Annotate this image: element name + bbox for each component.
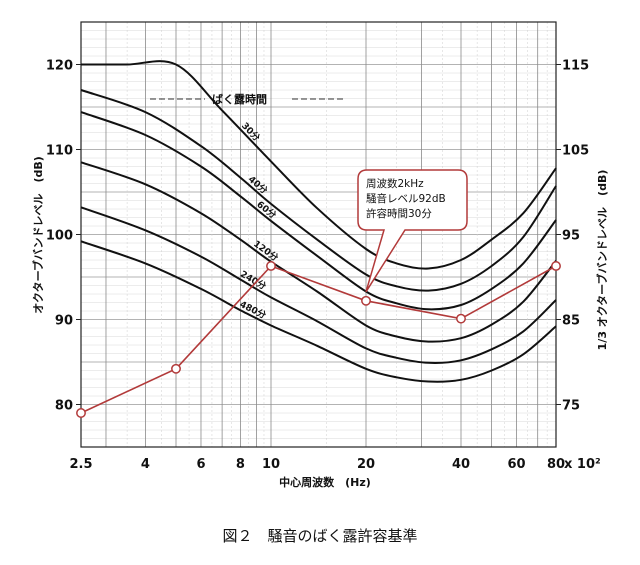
- measured-line: [80, 265, 557, 414]
- measured-point: [456, 313, 466, 324]
- x-unit-suffix: x 10²: [564, 457, 601, 472]
- measured-point: [171, 363, 181, 374]
- callout-level: 騒音レベル92dB: [366, 192, 446, 205]
- figure-caption: 図２ 騒音のばく露許容基準: [222, 527, 417, 545]
- grid: [81, 21, 556, 448]
- y-tick-label-right: 115: [562, 59, 589, 74]
- curve-label: 480分: [238, 298, 268, 321]
- measured-point: [76, 408, 86, 418]
- curve-30分: [80, 60, 557, 270]
- curve-label: 30分: [239, 120, 263, 144]
- exposure-curves: [80, 60, 557, 383]
- y-tick-label-right: 95: [562, 229, 580, 244]
- measured-point: [361, 295, 371, 306]
- y-tick-label-left: 90: [55, 314, 73, 329]
- x-tick-label: 8: [236, 457, 245, 472]
- x-axis-label: 中心周波数 (Hz): [279, 475, 371, 489]
- y-axis-label-right: 1/3 オクターブバンドレベル (dB): [595, 170, 609, 351]
- y-tick-label-left: 100: [46, 229, 73, 244]
- y-tick-label-left: 110: [46, 144, 73, 159]
- curve-480分: [80, 240, 557, 383]
- y-tick-label-left: 120: [46, 59, 73, 74]
- x-tick-label: 10: [262, 457, 280, 472]
- y-tick-label-right: 85: [562, 314, 580, 329]
- curve-40分: [80, 89, 557, 292]
- measured-point: [266, 261, 276, 271]
- measured-point: [551, 261, 561, 271]
- x-tick-label: 4: [141, 457, 150, 472]
- legend-title: ばく露時間: [212, 92, 267, 106]
- measured-series: [76, 261, 561, 418]
- callout-time: 許容時間30分: [366, 207, 432, 220]
- curve-240分: [80, 206, 557, 364]
- x-axis: 2.5 4 6 8 10 20 40 60 80: [69, 457, 565, 472]
- left-axis: 80 90 100 110 120: [46, 59, 81, 414]
- y-tick-label-left: 80: [55, 399, 73, 414]
- x-tick-label: 20: [357, 457, 375, 472]
- y-tick-label-right: 105: [562, 144, 589, 159]
- x-tick-label: 60: [508, 457, 526, 472]
- x-tick-label: 6: [196, 457, 205, 472]
- curve-120分: [80, 161, 557, 343]
- x-tick-label: 40: [452, 457, 470, 472]
- y-axis-label-left: オクターブバンドレベル (dB): [31, 156, 45, 314]
- callout-box: [357, 169, 468, 293]
- x-tick-label: 2.5: [69, 457, 92, 472]
- y-tick-label-right: 75: [562, 399, 580, 414]
- right-axis: 75 85 95 105 115: [556, 59, 589, 414]
- x-tick-label: 80: [547, 457, 565, 472]
- callout-frequency: 周波数2kHz: [366, 177, 424, 190]
- annotation-callout: 周波数2kHz 騒音レベル92dB 許容時間30分: [357, 169, 468, 293]
